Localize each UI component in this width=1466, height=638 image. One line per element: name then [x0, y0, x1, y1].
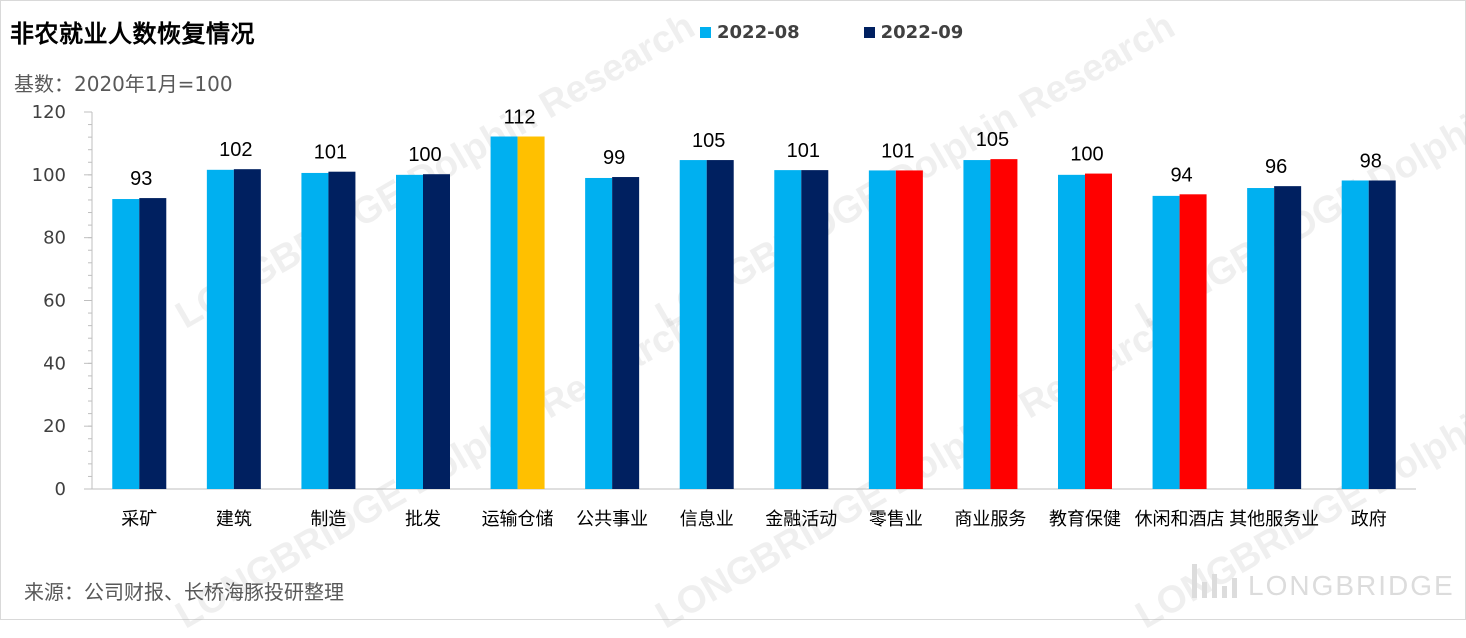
data-label: 112	[504, 107, 536, 129]
bar-series-a	[396, 174, 423, 490]
bar-series-b	[1274, 186, 1302, 490]
logo-bars-icon	[1192, 564, 1237, 598]
data-label: 101	[787, 140, 820, 162]
bar-series-a	[1247, 188, 1275, 490]
bar-series-b	[1368, 180, 1396, 489]
x-category-label: 金融活动	[765, 509, 837, 530]
data-label: 101	[314, 142, 347, 164]
bar-series-a	[1341, 180, 1369, 489]
bar-series-a	[868, 170, 896, 489]
legend-swatch-series-b	[863, 27, 875, 38]
bar-series-a	[585, 177, 613, 489]
y-tick-label: 20	[43, 416, 66, 437]
data-label: 94	[1170, 164, 1192, 186]
data-label: 99	[603, 147, 625, 169]
x-category-label: 政府	[1351, 509, 1387, 530]
data-label: 105	[976, 129, 1009, 151]
y-tick-label: 80	[43, 228, 66, 249]
bar-series-b	[233, 169, 261, 489]
bar-series-b	[423, 174, 450, 489]
chart-subtitle: 基数：2020年1月=100	[14, 72, 233, 96]
bar-series-b	[801, 170, 829, 489]
bar-series-b	[1179, 194, 1207, 490]
data-label: 100	[408, 144, 441, 166]
chart-legend: 2022-08 2022-09	[700, 22, 963, 43]
x-category-label: 教育保健	[1049, 509, 1121, 530]
y-tick-label: 120	[32, 102, 66, 123]
x-category-label: 采矿	[121, 509, 157, 530]
bar-series-a	[490, 136, 518, 489]
bar-series-a	[1058, 174, 1085, 490]
bar-series-a	[206, 169, 234, 489]
data-label: 101	[881, 140, 914, 162]
bar-series-a	[112, 199, 140, 489]
legend-item-series-a: 2022-08	[700, 22, 800, 43]
x-category-label: 建筑	[216, 509, 252, 530]
bar-series-b	[139, 198, 167, 489]
bar-series-a	[774, 170, 802, 489]
bar-series-b	[612, 177, 640, 489]
x-category-label: 公共事业	[576, 509, 648, 530]
legend-label-series-b: 2022-09	[880, 22, 964, 43]
bar-series-b	[1085, 173, 1112, 489]
x-category-label: 休闲和酒店	[1135, 509, 1225, 530]
bar-series-b	[706, 160, 734, 489]
x-category-label: 信息业	[680, 509, 734, 530]
data-label: 98	[1360, 150, 1382, 172]
bar-series-b	[990, 159, 1018, 489]
data-label: 102	[219, 139, 252, 161]
bar-series-a	[679, 160, 707, 489]
data-label: 96	[1265, 156, 1287, 178]
bar-series-b	[328, 171, 356, 490]
bar-series-a	[963, 160, 991, 489]
x-category-label: 批发	[405, 509, 441, 530]
bar-series-a	[1152, 195, 1180, 489]
bar-series-b	[517, 136, 545, 489]
x-category-label: 商业服务	[954, 509, 1026, 530]
x-category-label: 其他服务业	[1229, 509, 1319, 530]
y-tick-label: 60	[43, 291, 66, 312]
bar-series-b	[895, 170, 923, 489]
source-note: 来源：公司财报、长桥海豚投研整理	[24, 580, 344, 604]
chart-title: 非农就业人数恢复情况	[10, 20, 255, 48]
legend-item-series-b: 2022-09	[863, 22, 964, 43]
x-category-label: 零售业	[869, 509, 923, 530]
data-label: 93	[130, 168, 152, 190]
legend-swatch-series-a	[700, 27, 711, 38]
x-category-label: 运输仓储	[482, 509, 554, 530]
brand-logo: LONGBRIDGE	[1248, 570, 1455, 601]
data-label: 100	[1070, 144, 1103, 166]
y-tick-label: 100	[32, 165, 66, 186]
legend-label-series-a: 2022-08	[717, 22, 800, 43]
x-category-label: 制造	[310, 509, 346, 530]
y-tick-label: 0	[55, 479, 66, 500]
bar-chart: 0 20 40 60 80 100 120 93 采矿 102 建筑 101 制造 100 批发 112 运输仓…	[32, 102, 1416, 530]
y-tick-label: 40	[43, 353, 66, 374]
bar-series-a	[301, 172, 329, 489]
data-label: 105	[692, 130, 725, 152]
